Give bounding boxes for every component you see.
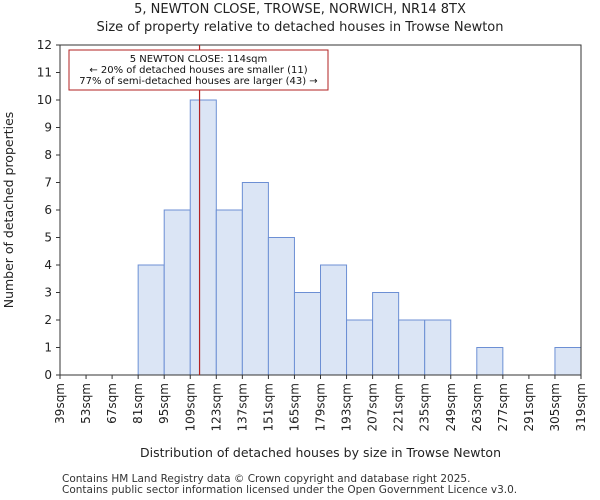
histogram-bar <box>424 319 452 376</box>
histogram-bar <box>554 347 582 376</box>
y-tick-label: 1 <box>44 341 52 355</box>
x-tick-label: 277sqm <box>496 383 510 431</box>
x-axis-label: Distribution of detached houses by size … <box>140 445 501 460</box>
x-tick-label: 249sqm <box>444 383 458 431</box>
y-tick-label: 11 <box>37 66 52 80</box>
y-tick-label: 5 <box>44 231 52 245</box>
x-tick-label: 123sqm <box>209 383 223 431</box>
y-tick-label: 7 <box>44 176 52 190</box>
histogram-bar <box>346 319 374 376</box>
x-tick-label: 193sqm <box>340 383 354 431</box>
x-tick-label: 165sqm <box>287 383 301 431</box>
annotation-line: ← 20% of detached houses are smaller (11… <box>89 65 307 76</box>
x-tick-label: 81sqm <box>131 383 145 424</box>
y-tick-label: 6 <box>44 203 52 217</box>
y-tick-label: 10 <box>37 93 52 107</box>
x-tick-label: 39sqm <box>53 383 67 424</box>
x-tick-label: 305sqm <box>548 383 562 431</box>
x-tick-label: 95sqm <box>157 383 171 424</box>
annotation-line: 77% of semi-detached houses are larger (… <box>79 76 317 87</box>
histogram-bar <box>163 209 191 376</box>
histogram-bar <box>398 319 426 376</box>
y-tick-label: 12 <box>37 38 52 52</box>
chart-subtitle: Size of property relative to detached ho… <box>96 20 504 35</box>
histogram-bar <box>293 292 322 376</box>
annotation-box <box>68 49 329 91</box>
x-tick-label: 179sqm <box>314 383 328 431</box>
y-tick-label: 9 <box>44 121 52 135</box>
x-tick-label: 319sqm <box>574 383 588 431</box>
x-tick-label: 291sqm <box>522 383 536 431</box>
y-tick-label: 2 <box>44 313 52 327</box>
x-tick-label: 221sqm <box>392 383 406 431</box>
histogram-bar <box>372 292 400 376</box>
footer: Contains HM Land Registry data © Crown c… <box>62 474 517 496</box>
chart-title: 5, NEWTON CLOSE, TROWSE, NORWICH, NR14 8… <box>134 2 466 17</box>
histogram-bar <box>189 99 217 376</box>
histogram-bar <box>320 264 348 376</box>
x-tick-label: 53sqm <box>79 383 93 424</box>
y-tick-label: 3 <box>44 286 52 300</box>
histogram-bar <box>241 182 269 376</box>
annotation-line: 5 NEWTON CLOSE: 114sqm <box>130 54 268 65</box>
footer-line-licence: Contains public sector information licen… <box>62 484 518 496</box>
x-tick-label: 263sqm <box>470 383 484 431</box>
x-tick-label: 137sqm <box>235 383 249 431</box>
footer-line-copyright: Contains HM Land Registry data © Crown c… <box>62 473 471 485</box>
x-tick-label: 67sqm <box>105 383 119 424</box>
x-tick-label: 109sqm <box>183 383 197 431</box>
y-tick-label: 0 <box>44 368 52 382</box>
y-tick-label: 4 <box>44 258 52 272</box>
histogram-bar <box>476 347 504 376</box>
histogram-bar <box>267 237 295 376</box>
y-axis-label: Number of detached properties <box>1 112 16 309</box>
histogram-bar <box>137 264 165 376</box>
histogram-bar <box>215 209 243 376</box>
x-tick-label: 235sqm <box>418 383 432 431</box>
x-tick-label: 207sqm <box>366 383 380 431</box>
y-tick-label: 8 <box>44 148 52 162</box>
x-tick-label: 151sqm <box>261 383 275 431</box>
